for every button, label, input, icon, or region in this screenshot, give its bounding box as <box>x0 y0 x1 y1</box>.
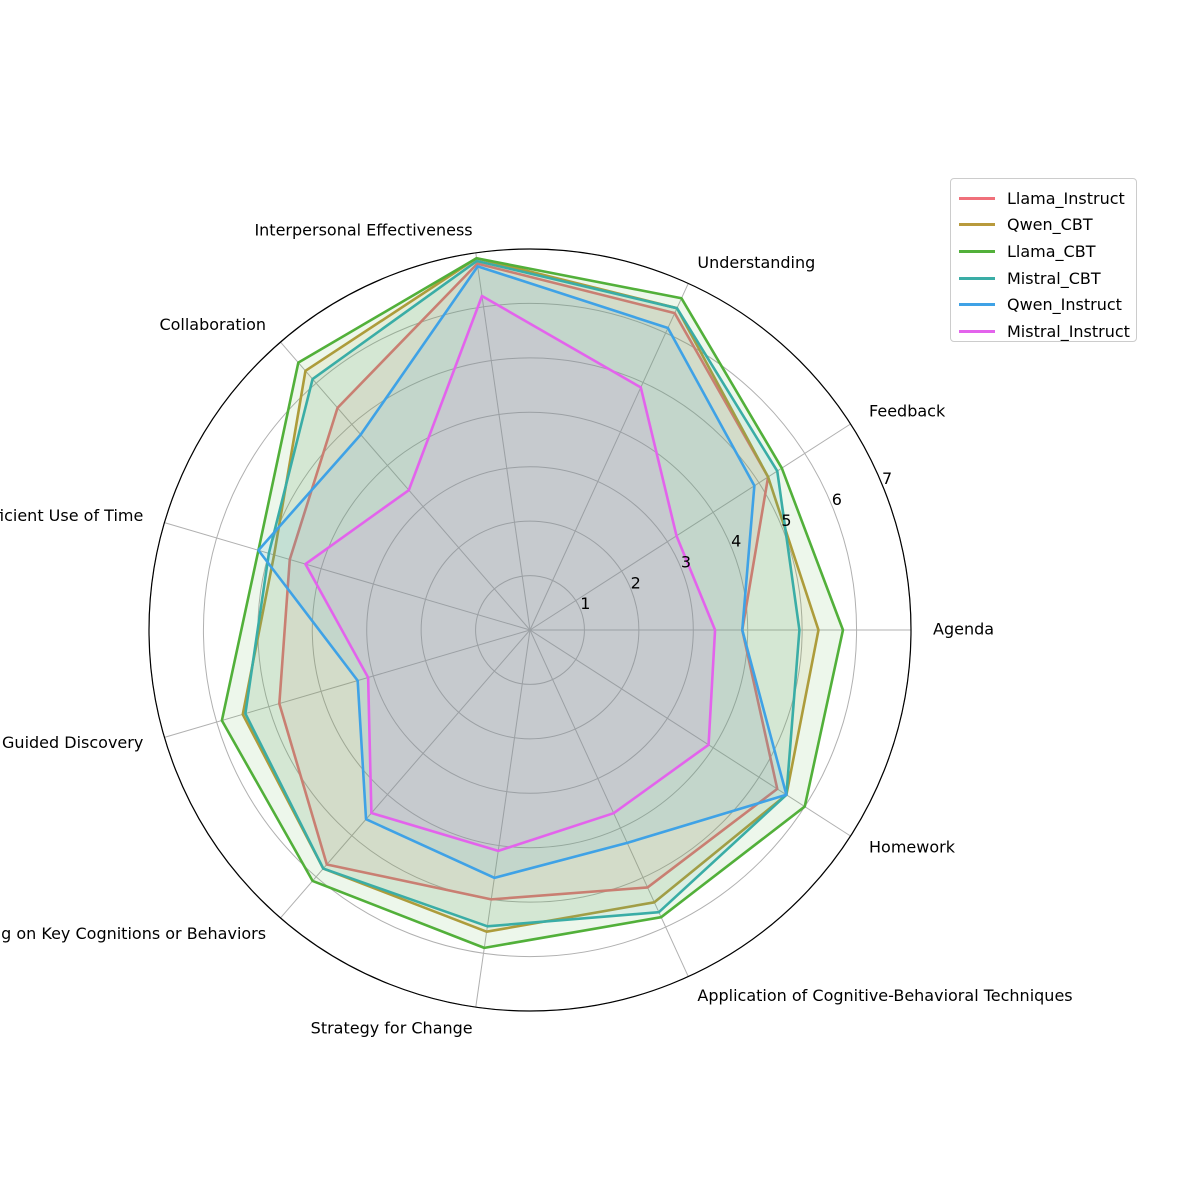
series-line-Llama_Instruct <box>278 262 779 901</box>
series-area-Mistral_Instruct <box>305 295 716 851</box>
grid-spoke <box>529 629 689 977</box>
legend-label: Llama_Instruct <box>1007 188 1125 208</box>
legend-swatch <box>959 276 995 280</box>
radial-tick-label: 2 <box>631 573 641 592</box>
series-area-Mistral_CBT <box>245 260 800 927</box>
legend-label: Llama_CBT <box>1007 241 1096 261</box>
category-label: Feedback <box>869 402 946 421</box>
legend-item: Qwen_CBT <box>959 212 1136 239</box>
legend-swatch <box>959 329 995 333</box>
radar-series <box>220 256 845 950</box>
series-line-Mistral_CBT <box>244 259 801 928</box>
radial-tick-label: 4 <box>731 532 741 551</box>
category-label: Interpersonal Effectiveness <box>254 221 472 240</box>
series-line-Mistral_Instruct <box>304 294 717 853</box>
series-line-Llama_CBT <box>220 256 845 950</box>
legend-item: Llama_CBT <box>959 238 1136 265</box>
legend-item: Qwen_Instruct <box>959 291 1136 318</box>
legend-label: Qwen_CBT <box>1007 215 1093 235</box>
grid-spoke <box>280 629 531 919</box>
series-area-Llama_Instruct <box>279 263 778 900</box>
series-area-Llama_CBT <box>221 258 843 948</box>
legend-label: Mistral_Instruct <box>1007 321 1130 341</box>
radial-tick-label: 3 <box>681 553 691 572</box>
grid-spoke <box>529 629 851 837</box>
radial-tick-label: 1 <box>580 594 590 613</box>
legend-swatch <box>959 196 995 200</box>
radar-labels: 1 2 3 4 5 6 7 Agenda Feedback Understanding Interp… <box>0 221 1073 1038</box>
polar-frame <box>148 248 912 1012</box>
series-area-Qwen_CBT <box>242 258 819 932</box>
category-label: Strategy for Change <box>311 1018 473 1037</box>
category-label: Understanding <box>697 253 815 272</box>
legend-item: Mistral_Instruct <box>959 318 1136 345</box>
grid-spoke <box>529 283 689 631</box>
legend-swatch <box>959 303 995 307</box>
radial-tick-label: 6 <box>832 490 842 509</box>
series-area-Qwen_Instruct <box>258 266 787 878</box>
series-line-Qwen_CBT <box>241 256 820 934</box>
legend-label: Qwen_Instruct <box>1007 295 1122 315</box>
legend-item: Mistral_CBT <box>959 265 1136 292</box>
category-label: Guided Discovery <box>2 733 143 752</box>
series-line-Qwen_Instruct <box>257 265 788 880</box>
grid-spoke <box>475 252 531 631</box>
grid-spoke <box>529 423 851 631</box>
category-label: Homework <box>869 837 956 856</box>
radial-tick-label: 7 <box>882 469 892 488</box>
category-label: Agenda <box>933 620 994 639</box>
grid-spoke <box>164 629 531 738</box>
legend: Llama_Instruct Qwen_CBT Llama_CBT Mistral_C… <box>950 178 1137 342</box>
category-label: Application of Cognitive-Behavioral Tech… <box>697 986 1072 1005</box>
legend-item: Llama_Instruct <box>959 185 1136 212</box>
category-label: Pacing and Efficient Use of Time <box>0 506 143 525</box>
legend-label: Mistral_CBT <box>1007 268 1101 288</box>
legend-swatch <box>959 249 995 253</box>
legend-swatch <box>959 223 995 227</box>
grid-spoke <box>164 522 531 631</box>
grid-spoke <box>280 341 531 631</box>
category-label: Focusing on Key Cognitions or Behaviors <box>0 924 266 943</box>
grid-spoke <box>475 629 531 1008</box>
radial-tick-label: 5 <box>781 511 791 530</box>
category-label: Collaboration <box>159 315 266 334</box>
